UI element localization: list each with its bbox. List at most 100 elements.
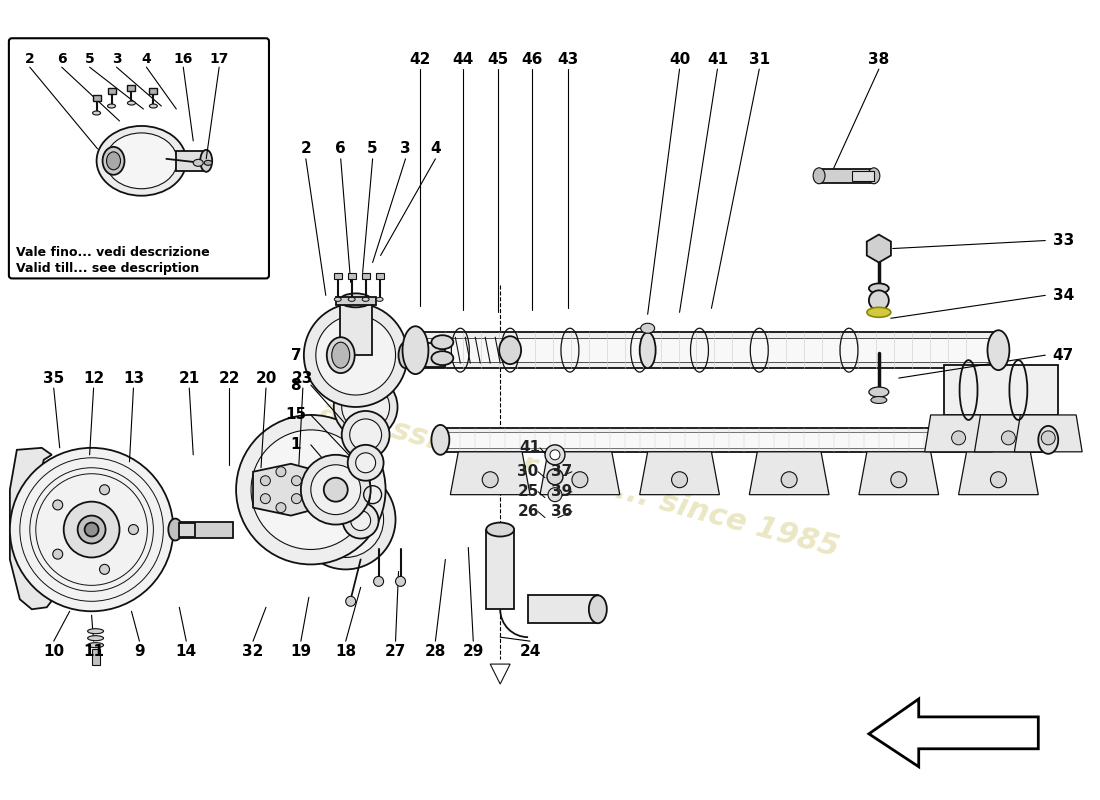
Circle shape [1001,431,1015,445]
Text: 5: 5 [367,142,378,156]
Text: 17: 17 [209,52,229,66]
Circle shape [276,502,286,513]
Circle shape [251,430,371,550]
Text: 47: 47 [1053,348,1074,362]
Ellipse shape [88,636,103,641]
Text: 27: 27 [385,644,406,658]
Bar [406,343,446,367]
Text: a passion for cars... since 1985: a passion for cars... since 1985 [317,396,843,563]
Circle shape [236,415,386,565]
Bar [944,365,1058,415]
Text: 39: 39 [551,484,573,499]
Circle shape [343,502,378,538]
Polygon shape [925,415,992,452]
Circle shape [1042,431,1055,445]
Circle shape [350,419,382,451]
Circle shape [85,522,99,537]
Circle shape [342,411,389,458]
Bar [150,88,157,94]
Ellipse shape [988,330,1010,370]
Circle shape [333,375,397,439]
Circle shape [292,494,301,504]
Circle shape [308,482,384,558]
Polygon shape [958,452,1038,494]
Polygon shape [859,452,938,494]
Text: Vale fino... vedi descrizione: Vale fino... vedi descrizione [15,246,210,259]
Bar [420,338,999,362]
Ellipse shape [871,397,887,403]
Circle shape [550,450,560,460]
Bar [128,85,135,91]
Ellipse shape [868,168,880,184]
Text: 22: 22 [219,370,240,386]
Circle shape [99,564,110,574]
Text: 5: 5 [85,52,95,66]
Text: 19: 19 [290,644,311,658]
Text: 21: 21 [178,370,200,386]
Circle shape [276,466,286,477]
Ellipse shape [194,159,204,166]
Ellipse shape [92,111,100,115]
Polygon shape [749,452,829,494]
Text: 12: 12 [82,370,104,386]
Ellipse shape [97,126,186,196]
Polygon shape [869,699,1038,766]
Ellipse shape [168,518,183,541]
Ellipse shape [431,351,453,365]
Text: 4: 4 [142,52,152,66]
Text: 7: 7 [290,348,301,362]
Circle shape [53,500,63,510]
Ellipse shape [150,104,157,108]
Bar [179,522,195,537]
Text: 6: 6 [57,52,66,66]
Circle shape [348,445,384,481]
Text: 23: 23 [293,370,314,386]
Ellipse shape [107,152,121,170]
Circle shape [544,445,565,465]
Ellipse shape [403,326,428,374]
Text: 26: 26 [517,504,539,519]
Text: 18: 18 [336,644,356,658]
Circle shape [869,290,889,310]
Bar [174,522,233,538]
Bar [340,300,372,355]
Text: 11: 11 [84,644,104,658]
Circle shape [10,448,174,611]
Ellipse shape [88,629,103,634]
Circle shape [342,383,389,431]
Text: 4: 4 [430,142,441,156]
Circle shape [548,488,562,502]
Circle shape [129,525,139,534]
Text: 43: 43 [558,52,579,66]
Text: 8: 8 [290,378,301,393]
Circle shape [396,576,406,586]
Ellipse shape [128,101,135,105]
Ellipse shape [102,147,124,174]
Text: 25: 25 [517,484,539,499]
Text: 9: 9 [134,644,145,658]
Bar [362,274,370,279]
Circle shape [316,315,396,395]
Polygon shape [253,464,321,515]
Text: 6: 6 [336,142,346,156]
Circle shape [296,470,396,570]
Ellipse shape [332,342,350,368]
Text: 46: 46 [521,52,542,66]
Text: 41: 41 [707,52,728,66]
Bar [486,530,514,610]
Bar [348,274,355,279]
Text: 35: 35 [43,370,65,386]
Text: 42: 42 [410,52,431,66]
Text: 1: 1 [290,438,301,452]
Ellipse shape [398,342,412,368]
Text: 31: 31 [749,52,770,66]
Text: 20: 20 [255,370,277,386]
Polygon shape [640,452,719,494]
Text: 33: 33 [1053,233,1074,248]
Ellipse shape [88,642,103,648]
Ellipse shape [588,595,607,623]
Ellipse shape [813,168,825,184]
Circle shape [672,472,688,488]
Text: 38: 38 [868,52,890,66]
Bar [333,274,342,279]
